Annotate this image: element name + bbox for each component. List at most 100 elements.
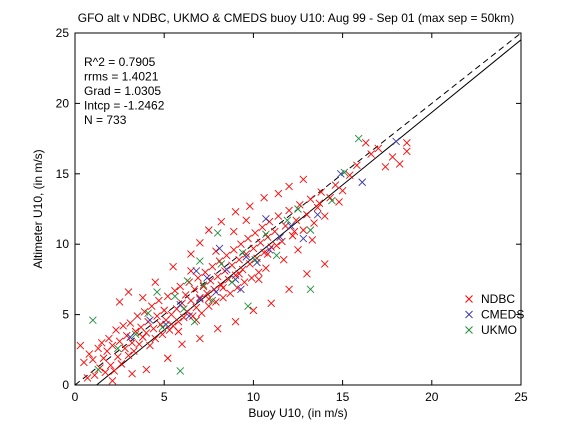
data-point-ndbc: [142, 365, 151, 374]
data-point-ndbc: [115, 337, 124, 346]
data-point-ndbc: [274, 189, 283, 198]
data-point-ukmo: [283, 216, 292, 225]
x-axis-label: Buoy U10, (in m/s): [248, 406, 347, 420]
data-point-cmeds: [212, 288, 220, 296]
data-point-ndbc: [138, 333, 147, 341]
data-point-ndbc: [251, 229, 260, 237]
data-point-ndbc: [403, 147, 411, 156]
data-point-ndbc: [242, 216, 251, 225]
data-point-ndbc: [240, 278, 249, 287]
legend-label-ukmo: UKMO: [481, 323, 517, 337]
data-point-ndbc: [213, 324, 222, 333]
y-tick-label: 15: [56, 167, 70, 181]
data-point-ndbc: [196, 334, 204, 343]
data-point-ndbc: [315, 199, 324, 208]
data-point-ndbc: [124, 288, 133, 296]
data-point-ukmo: [213, 229, 222, 237]
data-point-ndbc: [258, 223, 267, 232]
data-point-ndbc: [256, 238, 265, 247]
data-point-ukmo: [238, 248, 247, 257]
y-tick-label: 0: [62, 378, 69, 392]
data-point-ndbc: [395, 160, 404, 168]
data-point-ndbc: [203, 289, 211, 298]
data-point-ukmo: [180, 305, 188, 313]
data-point-cmeds: [192, 267, 201, 275]
data-point-ndbc: [80, 358, 88, 367]
stats-line: Grad = 1.0305: [84, 84, 161, 98]
data-point-ndbc: [235, 269, 243, 278]
data-point-ndbc: [108, 376, 117, 385]
data-point-ndbc: [278, 237, 286, 246]
data-point-ndbc: [246, 260, 254, 268]
data-point-ukmo: [199, 281, 208, 289]
data-point-ndbc: [151, 334, 160, 343]
data-point-ndbc: [219, 284, 227, 292]
data-point-ndbc: [247, 274, 256, 282]
data-point-ndbc: [142, 329, 151, 337]
data-point-ndbc: [149, 324, 158, 333]
data-point-cmeds: [358, 178, 367, 187]
data-point-cmeds: [146, 316, 154, 325]
plot-content: [74, 32, 522, 386]
data-point-ndbc: [153, 312, 161, 320]
data-point-ukmo: [144, 309, 152, 318]
data-point-ndbc: [367, 150, 375, 158]
data-point-ndbc: [228, 261, 236, 270]
x-tick-label: 25: [514, 390, 528, 404]
x-tick-label: 10: [247, 390, 261, 404]
data-point-cmeds: [231, 275, 240, 284]
data-point-ndbc: [303, 269, 311, 278]
data-point-ndbc: [254, 275, 263, 284]
y-tick-label: 10: [56, 237, 70, 251]
data-point-ukmo: [294, 205, 302, 213]
data-point-ndbc: [310, 219, 318, 227]
data-point-cmeds: [287, 222, 295, 230]
data-point-ndbc: [85, 350, 94, 358]
data-point-ndbc: [188, 312, 197, 320]
data-point-ukmo: [113, 344, 122, 353]
data-point-ndbc: [204, 302, 213, 310]
data-point-ndbc: [285, 206, 293, 215]
data-point-ndbc: [279, 255, 288, 264]
data-point-ndbc: [108, 341, 117, 350]
data-point-ukmo: [171, 292, 179, 301]
data-point-ndbc: [112, 326, 120, 334]
data-point-ndbc: [105, 334, 113, 343]
x-tick-label: 20: [425, 390, 439, 404]
data-point-cmeds: [265, 246, 274, 254]
data-point-cmeds: [237, 285, 245, 294]
data-point-cmeds: [299, 234, 308, 243]
data-point-cmeds: [262, 215, 270, 223]
data-point-ndbc: [361, 139, 370, 147]
data-point-ndbc: [313, 203, 322, 212]
data-point-ndbc: [178, 340, 186, 348]
data-point-ndbc: [133, 312, 142, 320]
data-point-ndbc: [229, 246, 238, 254]
data-point-cmeds: [126, 333, 135, 341]
data-point-ndbc: [320, 260, 329, 268]
data-point-ukmo: [208, 296, 217, 305]
data-point-ndbc: [374, 144, 383, 153]
data-point-ndbc: [190, 285, 199, 294]
data-point-ndbc: [101, 368, 110, 377]
data-point-ndbc: [299, 175, 308, 184]
data-point-ndbc: [128, 338, 136, 347]
data-point-ndbc: [83, 374, 92, 382]
data-point-ndbc: [151, 278, 160, 287]
data-point-ndbc: [285, 182, 293, 191]
data-point-ndbc: [110, 367, 119, 375]
data-point-ukmo: [228, 278, 236, 287]
legend-marker-cmeds: [465, 310, 473, 319]
data-point-ndbc: [288, 231, 297, 240]
data-point-ndbc: [94, 344, 103, 353]
data-point-ndbc: [249, 306, 258, 315]
data-point-ndbc: [272, 241, 281, 250]
data-point-ndbc: [231, 207, 240, 216]
data-point-ndbc: [97, 338, 106, 347]
data-point-ndbc: [128, 369, 136, 378]
data-point-ndbc: [238, 265, 247, 274]
x-tick-label: 0: [72, 390, 79, 404]
data-point-ndbc: [199, 282, 208, 291]
data-point-ndbc: [76, 341, 85, 350]
